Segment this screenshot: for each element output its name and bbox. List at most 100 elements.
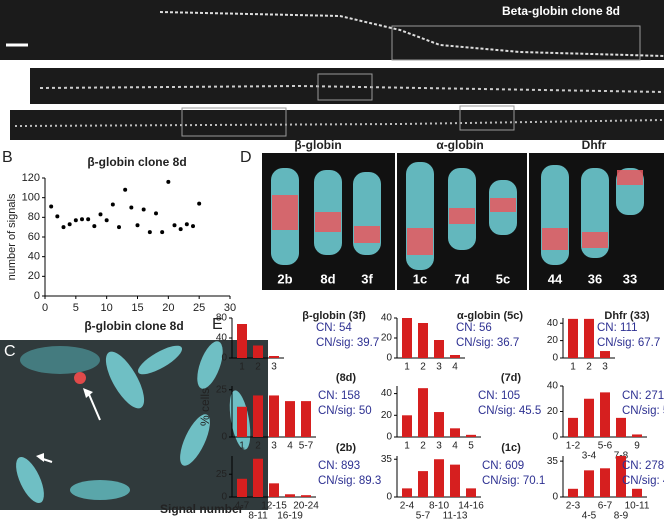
x-tick-label: 1	[239, 441, 245, 452]
bar	[418, 471, 428, 497]
x-tick-label: 1	[404, 441, 410, 452]
point	[191, 224, 195, 229]
clone-label: 5c	[496, 271, 510, 286]
x-tick-label: 3	[271, 362, 277, 373]
x-tick-label: 2-4	[400, 501, 415, 512]
point	[104, 218, 109, 223]
y-tick-label: 0	[221, 492, 227, 503]
chart-title: (8d)	[336, 372, 357, 384]
annotation: CN/sig: 39.7	[316, 337, 379, 349]
x-tick-label: 14-16	[458, 501, 484, 512]
signal-band	[617, 170, 643, 185]
y-tick-label: 25	[216, 384, 228, 395]
annotation: CN: 54	[316, 322, 352, 334]
panel-label: B	[2, 149, 13, 166]
point	[92, 224, 97, 229]
y-tick-label: 0	[552, 492, 558, 503]
bar	[584, 318, 594, 358]
point	[178, 227, 183, 232]
clone-label: 7d	[454, 271, 469, 286]
chart-title: (1c)	[501, 442, 521, 454]
x-tick-label: 15	[131, 302, 143, 314]
point	[154, 211, 158, 216]
x-tick-label: 2-3	[566, 501, 581, 512]
bar	[402, 415, 412, 437]
x-tick-label: 5-7	[416, 511, 431, 519]
bar	[237, 324, 247, 358]
x-axis-label: Signal number	[160, 502, 244, 516]
x-tick-label: 8-11	[248, 511, 268, 519]
bar	[237, 406, 247, 437]
x-tick-label: 3	[602, 362, 608, 373]
chart-title: β-globin (3f)	[302, 310, 366, 322]
bar	[600, 392, 610, 437]
bar	[466, 434, 476, 437]
y-tick-label: 120	[22, 172, 40, 184]
point	[117, 225, 121, 230]
bar	[301, 401, 311, 437]
bar	[237, 478, 247, 497]
y-tick-label: 40	[381, 388, 393, 399]
y-tick-label: 35	[381, 454, 393, 465]
x-tick-label: 3	[436, 441, 442, 452]
clone-label: 8d	[320, 271, 335, 286]
point	[135, 223, 140, 228]
y-tick-label: 0	[552, 353, 558, 364]
fiber-images	[0, 0, 664, 140]
x-tick-label: 2	[420, 362, 426, 373]
point	[123, 187, 128, 192]
bar	[253, 395, 263, 437]
point	[49, 204, 54, 209]
annotation: CN/sig: 50	[318, 405, 372, 417]
x-tick-label: 2	[586, 362, 592, 373]
annotation: CN/sig: 67.7	[597, 337, 660, 349]
x-tick-label: 4	[287, 441, 293, 452]
x-tick-label: 9	[634, 441, 640, 452]
signal-band	[272, 195, 298, 230]
x-tick-label: 0	[42, 302, 48, 314]
panel-label: A	[4, 79, 15, 96]
y-tick-label: 0	[34, 290, 40, 302]
bar	[402, 318, 412, 358]
x-tick-label: 11-13	[443, 511, 468, 519]
x-tick-label: 5-7	[299, 441, 314, 452]
chart-title: (2b)	[336, 442, 357, 454]
bar	[269, 395, 279, 437]
bar	[568, 318, 578, 358]
point	[141, 207, 146, 212]
bar	[301, 495, 311, 497]
point	[197, 201, 202, 206]
point	[129, 205, 134, 210]
clone-label: 44	[548, 271, 563, 286]
panel-label: E	[212, 316, 223, 333]
point	[80, 217, 84, 222]
annotation: CN/sig: 45.5	[478, 405, 541, 417]
y-axis-label: % cells	[198, 388, 212, 426]
x-tick-label: 20-24	[293, 501, 319, 512]
x-tick-label: 4-7	[235, 501, 250, 512]
x-tick-label: 1-2	[566, 441, 581, 452]
annotation: CN/sig: 36.7	[456, 337, 519, 349]
y-tick-label: 20	[381, 410, 393, 421]
y-tick-label: 0	[386, 432, 392, 443]
point	[172, 223, 177, 228]
chart-title: β-globin clone 8d	[87, 155, 186, 169]
bar	[434, 459, 444, 497]
y-tick-label: 40	[28, 251, 40, 263]
bar	[632, 434, 642, 437]
bar	[418, 323, 428, 358]
panel-label: D	[240, 149, 252, 166]
panel-title: β-globin clone 8d	[84, 319, 183, 333]
bar	[269, 356, 279, 358]
signal-band	[354, 226, 380, 243]
point	[110, 202, 115, 207]
point	[160, 230, 165, 235]
bar	[450, 464, 460, 497]
chart-title: α-globin (5c)	[457, 310, 523, 322]
point	[67, 222, 72, 227]
chart-title: (7d)	[501, 372, 522, 384]
x-tick-label: 4	[452, 362, 458, 373]
y-tick-label: 100	[22, 192, 40, 204]
x-tick-label: 3	[271, 441, 277, 452]
